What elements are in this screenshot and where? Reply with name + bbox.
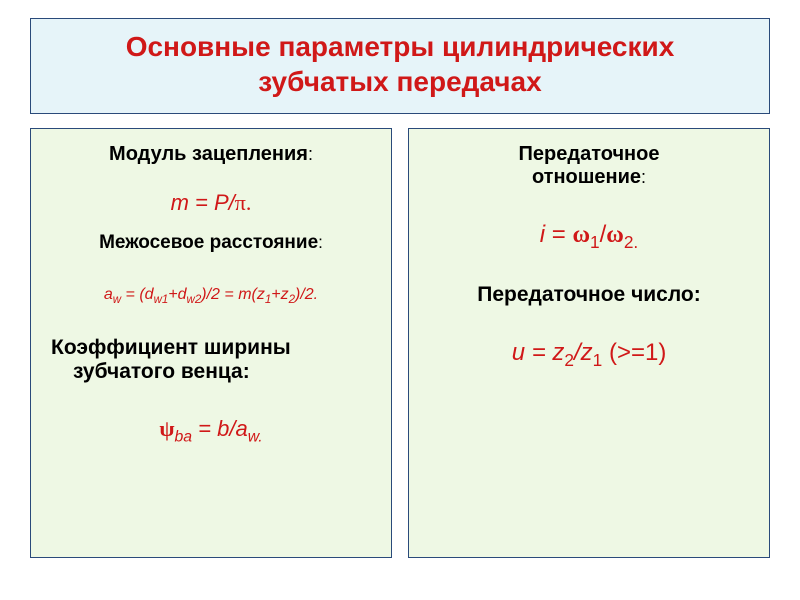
formula-psi-rest: = b/a (192, 416, 248, 441)
title-line-2: зубчатых передачах (258, 66, 541, 97)
formula-u-pre: u = z (512, 339, 565, 366)
formula-ratio-u: u = z2/z1 (>=1) (423, 339, 755, 371)
formula-center-distance: aw = (dw1+dw2)/2 = m(z1+z2)/2. (45, 286, 377, 306)
formula-module: m = P/π. (45, 190, 377, 216)
right-panel: Передаточное отношение: i = ω1/ω2. Перед… (408, 128, 770, 558)
formula-psi-sub: ba (174, 429, 192, 446)
right-h1-line2: отношение (532, 166, 641, 188)
formula-omega-2: ω (606, 222, 624, 248)
formula-psi-symbol: ψ (159, 416, 174, 441)
right-heading-1: Передаточное отношение: (423, 143, 755, 189)
left-h1-text: Модуль зацепления (109, 143, 308, 165)
formula-u-sub2: 2 (564, 350, 574, 370)
formula-u-tail: (>=1) (602, 339, 666, 366)
left-h3-line2: зубчатого венца: (51, 360, 250, 384)
formula-psi-rest-sub: w. (248, 429, 263, 446)
formula-omega-1-sub: 1 (590, 232, 600, 252)
formula-omega-1: ω (572, 222, 590, 248)
left-heading-3: Коэффициент ширины зубчатого венца: (45, 336, 377, 384)
left-h2-text: Межосевое расстояние (99, 232, 318, 253)
formula-module-main: m = P/ (171, 190, 235, 215)
slide-title: Основные параметры цилиндрических зубчат… (51, 29, 749, 99)
right-h2-text: Передаточное число: (477, 283, 700, 306)
formula-module-pi: π. (235, 190, 252, 215)
formula-omega-2-sub: 2. (624, 232, 638, 252)
content-columns: Модуль зацепления: m = P/π. Межосевое ра… (30, 128, 770, 558)
left-heading-1: Модуль зацепления: (45, 143, 377, 166)
formula-aw: aw = (dw1+dw2)/2 = m(z1+z2)/2. (104, 286, 318, 303)
slide-title-box: Основные параметры цилиндрических зубчат… (30, 18, 770, 114)
formula-u-sub1: 1 (593, 350, 603, 370)
formula-u-mid: /z (574, 339, 593, 366)
left-h3-line1: Коэффициент ширины (51, 336, 291, 359)
right-heading-2: Передаточное число: (423, 283, 755, 307)
formula-ratio-i: i = ω1/ω2. (423, 221, 755, 253)
title-line-1: Основные параметры цилиндрических (126, 31, 675, 62)
formula-i-eq: = (545, 221, 572, 248)
formula-width-coef: ψba = b/aw. (45, 416, 377, 446)
right-h1-colon: : (641, 167, 646, 187)
left-h1-colon: : (308, 144, 313, 164)
left-panel: Модуль зацепления: m = P/π. Межосевое ра… (30, 128, 392, 558)
left-heading-2: Межосевое расстояние: (45, 232, 377, 254)
left-h2-colon: : (318, 233, 323, 252)
right-h1-line1: Передаточное (519, 143, 660, 165)
